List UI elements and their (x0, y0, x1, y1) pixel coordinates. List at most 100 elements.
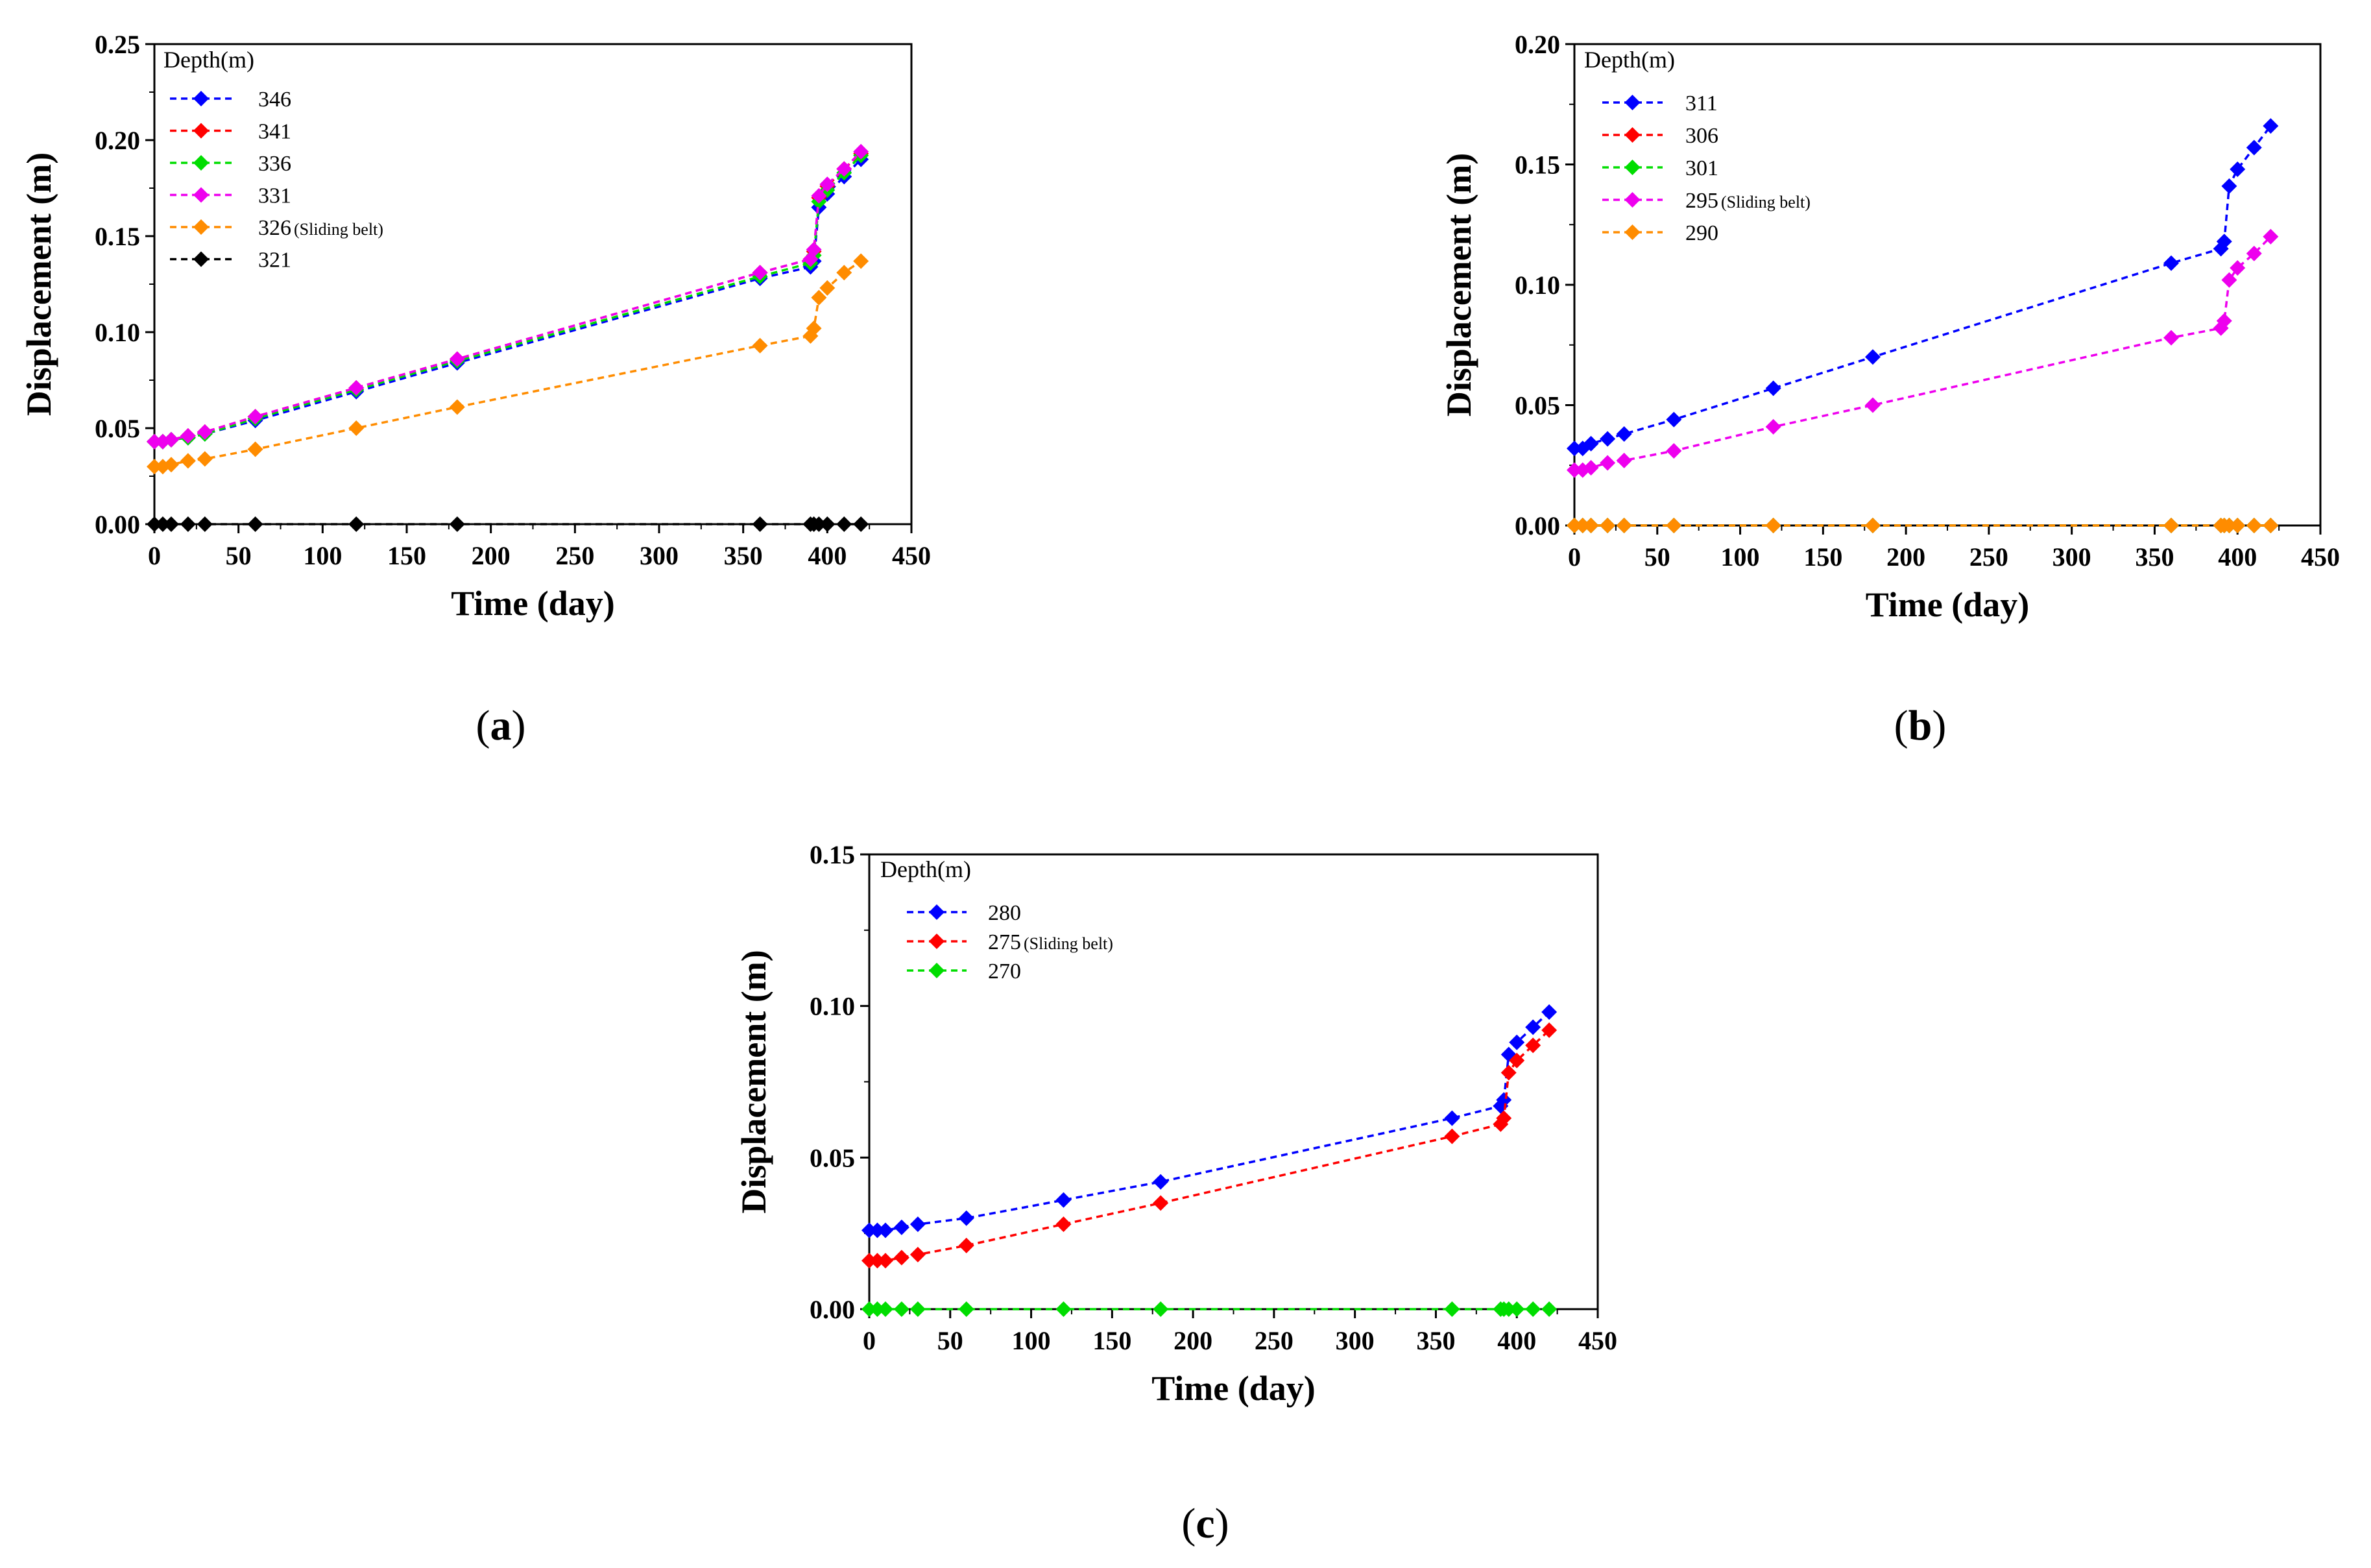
data-point (180, 428, 196, 444)
data-point (1541, 1004, 1558, 1020)
series-311 (1567, 118, 2279, 457)
data-point (811, 289, 827, 306)
data-point (2246, 245, 2262, 261)
x-tick-label: 450 (2301, 542, 2340, 572)
legend-label: 331 (258, 184, 291, 208)
data-point (1765, 418, 1781, 435)
legend-marker (929, 934, 945, 949)
x-tick-label: 450 (892, 541, 931, 570)
x-tick-label: 0 (1568, 542, 1581, 572)
y-tick-label: 0.20 (95, 126, 140, 155)
legend-marker (1624, 160, 1641, 175)
data-point (1509, 1301, 1525, 1317)
legend-entry: 280 (907, 901, 1021, 925)
data-point (1865, 518, 1881, 533)
legend-label: 311 (1685, 91, 1718, 115)
y-tick-label: 0.05 (810, 1143, 855, 1172)
data-point (247, 409, 263, 425)
y-tick-label: 0.15 (95, 222, 140, 251)
legend-entry: 306 (1602, 124, 1718, 148)
panel-label-close: ) (512, 702, 526, 749)
legend-marker (193, 219, 209, 235)
chart-panel-a: 0 50 100 150 200 250 300 350 400 450 0.00 0.05 0.10 0… (19, 30, 931, 749)
data-point (877, 1222, 893, 1238)
legend-title: Depth(m) (1584, 47, 1675, 73)
data-point (1509, 1034, 1525, 1050)
data-point (449, 351, 465, 367)
legend: Depth(m) 280 275 (Sliding belt) 270 (880, 856, 1113, 983)
data-point (1600, 455, 1616, 471)
data-point (247, 441, 263, 457)
data-point (806, 241, 822, 258)
data-point (861, 1222, 877, 1238)
legend-label: 336 (258, 152, 291, 176)
x-tick-label: 300 (1336, 1326, 1375, 1355)
data-point (1574, 518, 1591, 533)
data-point (1666, 411, 1682, 428)
data-point (869, 1301, 885, 1317)
legend-entry: 321 (170, 248, 291, 272)
data-point (1865, 349, 1881, 365)
data-point (1616, 452, 1632, 468)
data-point (163, 431, 179, 448)
data-point (449, 516, 465, 532)
data-point (1500, 1065, 1517, 1081)
x-tick-label: 100 (303, 541, 342, 570)
series-295 (1567, 228, 2279, 478)
data-point (2230, 518, 2246, 533)
panel-label: (c) (1181, 1500, 1229, 1547)
data-point (1600, 518, 1616, 533)
data-point (1765, 380, 1781, 396)
data-point (1865, 397, 1881, 413)
legend: Depth(m)346 341 336 331 326 (Sliding belt) 321 (163, 47, 383, 272)
data-point (752, 265, 768, 281)
data-point (1500, 1301, 1517, 1317)
x-tick-label: 0 (148, 541, 161, 570)
data-point (2221, 178, 2237, 194)
legend-label: 326 (Sliding belt) (258, 216, 383, 240)
data-point (877, 1301, 893, 1317)
data-point (1055, 1216, 1072, 1233)
x-tick-label: 150 (387, 541, 426, 570)
data-point (1153, 1301, 1169, 1317)
panel-label-letter: c (1196, 1500, 1214, 1547)
x-tick-label: 100 (1721, 542, 1760, 572)
data-point (853, 253, 869, 269)
legend-label: 295 (Sliding belt) (1685, 189, 1811, 213)
data-point (2221, 272, 2237, 288)
data-point (1509, 1052, 1525, 1068)
panel-label: (a) (476, 702, 526, 749)
panel-label-close: ) (1932, 702, 1946, 749)
data-point (836, 161, 852, 177)
legend-label: 275 (Sliding belt) (988, 930, 1113, 954)
data-point (1616, 518, 1632, 533)
legend-label: 270 (988, 959, 1021, 983)
y-tick-label: 0.05 (95, 414, 140, 443)
legend-entry: 301 (1602, 156, 1718, 180)
data-point (2263, 118, 2279, 134)
data-point (180, 516, 196, 532)
legend: Depth(m) 311 306 301 295 (Sliding belt) 290 (1584, 47, 1811, 245)
y-tick-label: 0.20 (1515, 30, 1560, 59)
data-point (348, 420, 365, 436)
data-point (2163, 255, 2179, 271)
data-point (154, 516, 171, 532)
y-axis-title: Displacement (m) (734, 950, 773, 1213)
y-tick-label: 0.25 (95, 30, 140, 59)
data-point (1666, 518, 1682, 533)
data-point (869, 1222, 885, 1238)
data-point (836, 265, 852, 281)
data-point (869, 1253, 885, 1269)
data-point (1616, 426, 1632, 442)
data-point (197, 424, 213, 440)
data-point (2221, 518, 2237, 533)
x-tick-label: 100 (1012, 1326, 1051, 1355)
x-tick-label: 200 (472, 541, 511, 570)
data-point (197, 516, 213, 532)
legend-marker (1624, 95, 1641, 110)
panel-label-letter: b (1908, 702, 1932, 749)
series-275 (861, 1022, 1558, 1269)
legend-entry: 311 (1602, 91, 1718, 115)
data-point (154, 459, 171, 475)
